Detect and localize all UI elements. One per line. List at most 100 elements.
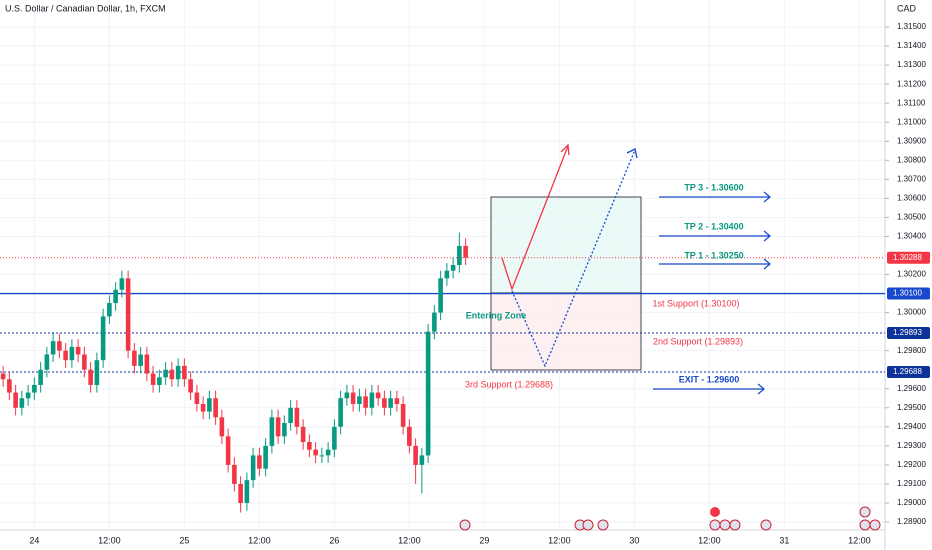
candle-body [357,396,362,404]
candle-body [307,442,312,450]
candle-body [338,398,343,427]
red-arrow [501,145,569,291]
x-tick-label: 12:00 [98,535,121,545]
y-tick-label: 1.30000 [897,308,926,317]
arrows [501,143,771,395]
event-icons [459,506,881,531]
candle-body [319,455,325,457]
price-badge-label: 1.29893 [893,328,922,337]
y-tick-label: 1.30200 [897,270,926,279]
candle-body [294,407,300,427]
price-badge [887,326,930,339]
candle-body [138,354,143,366]
price-badge [887,287,930,300]
candle-body [282,423,287,437]
candle-body [157,377,162,385]
candle-body [25,392,31,399]
price-badge [887,251,930,264]
candle-body [225,436,231,465]
y-tick-label: 1.30600 [897,193,926,202]
annotation: TP 3 - 1.30600 [684,182,743,192]
candle-body [50,341,56,355]
x-tick-label: 30 [629,535,639,545]
trade-zones [490,196,642,371]
candle-body [125,278,131,351]
candle-body [38,369,43,385]
y-tick-label: 1.30400 [897,232,926,241]
y-tick-label: 1.31100 [897,98,926,107]
candle-body [232,464,237,484]
price-badge-label: 1.29688 [893,367,922,376]
candle-body [75,346,81,355]
y-tick-label: 1.29200 [897,460,926,469]
y-tick-label: 1.30500 [897,213,926,222]
candle-body [257,455,262,469]
candle-body [325,449,331,456]
candle-body [119,278,125,290]
y-tick-label: 1.30700 [897,174,926,183]
axis-currency: CAD [897,3,917,13]
x-tick-label: 29 [479,535,489,545]
annotation: 1st Support (1.30100) [652,298,739,308]
candle-body [182,365,187,380]
y-tick-label: 1.31200 [897,79,926,88]
red-arrow-head [560,143,570,156]
chart-title: U.S. Dollar / Canadian Dollar, 1h, FXCM [5,3,166,13]
candle-body [382,398,387,408]
y-tick-label: 1.30900 [897,136,926,145]
annotation: EXIT - 1.29600 [679,374,740,384]
candle-body [88,369,93,385]
x-tick-label: 26 [329,535,339,545]
candle-body [219,417,225,437]
candle-body [169,369,175,380]
y-tick-label: 1.29800 [897,346,926,355]
candle-body [463,245,468,258]
candle-body [425,331,431,456]
target-zone [490,196,642,294]
candle-body [400,403,406,427]
candle-body [200,403,206,412]
annotation: Entering Zone [466,310,527,320]
candle-body [94,360,100,385]
annotation: TP 2 - 1.30400 [684,221,743,231]
y-tick-label: 1.29000 [897,498,926,507]
x-tick-label: 12:00 [248,535,271,545]
candle-body [7,379,12,393]
x-tick-label: 12:00 [548,535,571,545]
candle-body [100,316,106,361]
y-tick-label: 1.29300 [897,441,926,450]
annotation: 3rd Support (1.29688) [465,379,553,389]
candle-body [444,270,450,279]
y-tick-label: 1.29400 [897,422,926,431]
candle-body [19,398,25,408]
candle-body [363,396,368,408]
annotation: 2nd Support (1.29893) [653,336,743,346]
y-tick-label: 1.29600 [897,384,926,393]
annotation: TP 1 - 1.30250 [684,250,743,260]
candle-body [407,426,412,446]
x-tick-label: 12:00 [848,535,871,545]
candle-body [113,289,118,304]
candle-body [457,245,462,265]
candle-body [144,354,150,374]
candle-body [375,392,381,399]
candle-body [163,369,168,378]
candle-body [63,350,68,361]
candle-body [82,354,87,370]
stop-zone [490,292,642,371]
blue-arrow-head [626,148,638,159]
candle-body [388,398,393,408]
y-tick-label: 1.31000 [897,117,926,126]
candle-body [432,312,437,332]
candle-body [263,445,268,469]
y-tick-label: 1.30800 [897,155,926,164]
candle-body [332,426,337,450]
x-tick-label: 12:00 [698,535,721,545]
candle-body [250,455,256,481]
candle-body [438,278,443,313]
price-badge [887,365,930,378]
candle-body [394,398,400,404]
candle-body [207,398,212,412]
blue-arrow [511,149,636,368]
candle-body [344,392,350,399]
